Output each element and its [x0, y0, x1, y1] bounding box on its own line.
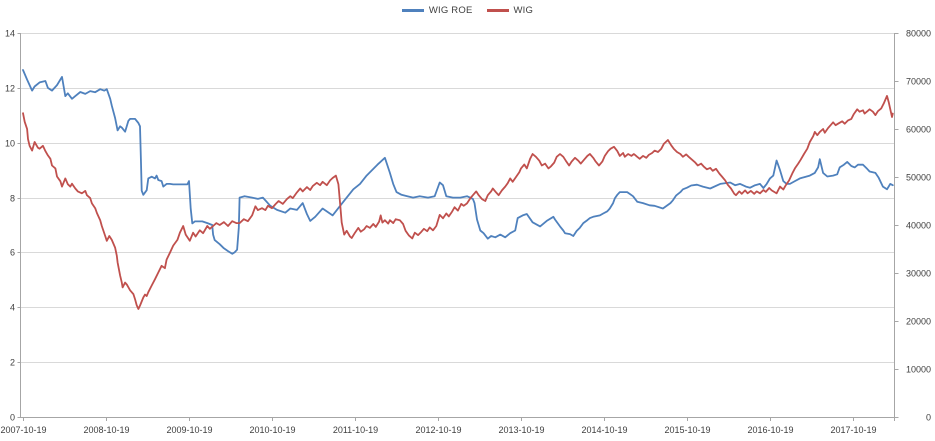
right-axis-tick-label: 40000 [906, 221, 931, 231]
series-line-wig-roe [22, 69, 894, 255]
left-axis-tick-label: 10 [5, 139, 15, 149]
left-axis-tick-label: 6 [10, 248, 15, 258]
left-axis-tick-label: 0 [10, 413, 15, 423]
x-axis-tick-label: 2011-10-19 [333, 425, 378, 435]
left-axis-tick-label: 4 [10, 303, 15, 313]
x-axis-tick-label: 2009-10-19 [166, 425, 212, 435]
left-axis-tick-label: 14 [5, 29, 15, 39]
right-axis-tick-label: 70000 [906, 77, 931, 87]
left-axis-tick-label: 8 [10, 194, 15, 204]
x-axis-tick-label: 2017-10-19 [830, 425, 876, 435]
x-axis-tick-label: 2010-10-19 [249, 425, 295, 435]
right-axis-tick-label: 0 [926, 413, 931, 423]
x-axis-tick-label: 2015-10-19 [664, 425, 710, 435]
right-axis-tick-label: 20000 [906, 317, 931, 327]
x-axis-tick-label: 2016-10-19 [747, 425, 793, 435]
x-axis-tick-label: 2007-10-19 [0, 425, 46, 435]
right-axis-tick-label: 60000 [906, 125, 931, 135]
left-axis-tick-label: 12 [5, 84, 15, 94]
x-axis-tick-label: 2014-10-19 [581, 425, 627, 435]
series-line-wig [22, 95, 894, 310]
right-axis-tick-label: 30000 [906, 269, 931, 279]
right-axis-tick-label: 10000 [906, 365, 931, 375]
right-axis-tick-label: 80000 [906, 29, 931, 39]
x-axis-tick-label: 2008-10-19 [83, 425, 129, 435]
x-axis-tick-label: 2012-10-19 [415, 425, 461, 435]
x-axis-tick-label: 2013-10-19 [498, 425, 544, 435]
left-axis-tick-label: 2 [10, 358, 15, 368]
right-axis-tick-label: 50000 [906, 173, 931, 183]
